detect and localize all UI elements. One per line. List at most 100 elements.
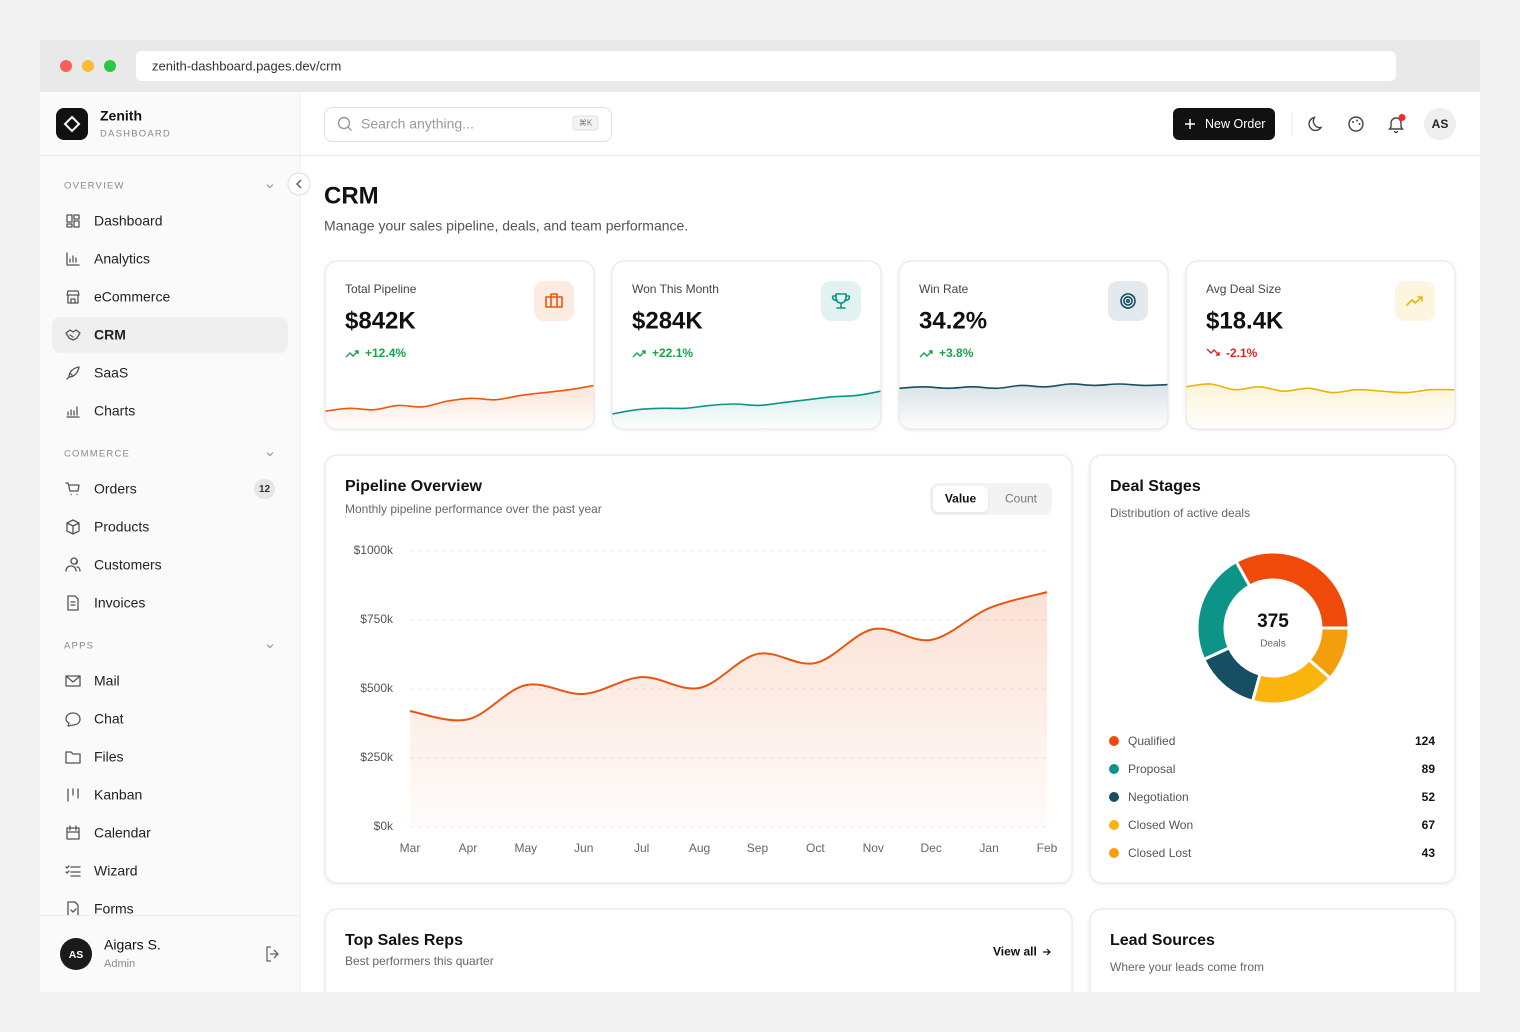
nav-label[interactable]: Chat: [94, 711, 124, 727]
x-tick-label: Dec: [921, 841, 942, 855]
trend-icon: [632, 350, 646, 358]
x-tick-label: Mar: [400, 841, 421, 855]
tab-label[interactable]: Count: [1005, 492, 1038, 506]
y-tick-label: $250k: [360, 750, 394, 764]
nav-icon: [67, 788, 79, 802]
nav-icon: [65, 482, 80, 496]
deal-stages-card: [1089, 454, 1456, 884]
nav-icon: [65, 751, 81, 764]
x-tick-label: Jul: [634, 841, 649, 855]
x-tick-label: Sep: [747, 841, 769, 855]
card-title: Deal Stages: [1110, 478, 1201, 495]
legend-value: 52: [1422, 790, 1436, 804]
kpi-icon-box: [1395, 281, 1435, 321]
tab-label[interactable]: Value: [945, 492, 977, 506]
new-order-button[interactable]: [1173, 108, 1275, 140]
x-tick-label: Feb: [1037, 841, 1058, 855]
card-title: Lead Sources: [1110, 932, 1215, 949]
card-subtitle: Where your leads come from: [1110, 960, 1264, 974]
nav-label[interactable]: Analytics: [94, 251, 150, 267]
user-name: Aigars S.: [104, 937, 161, 953]
nav-label[interactable]: Dashboard: [94, 213, 163, 229]
legend-label: Proposal: [1128, 762, 1175, 776]
section-chevron[interactable]: [266, 452, 274, 457]
kpi-label: Avg Deal Size: [1206, 282, 1281, 296]
nav-icon: [65, 329, 81, 341]
kpi-icon: [545, 293, 563, 308]
nav-label[interactable]: Customers: [94, 557, 162, 573]
trend-icon: [919, 350, 933, 358]
kpi-change: +12.4%: [365, 346, 406, 360]
tab-active[interactable]: [933, 486, 988, 512]
trend-icon: [1206, 348, 1220, 356]
kpi-value: $18.4K: [1206, 307, 1284, 334]
logout-icon[interactable]: [266, 946, 279, 962]
area: [410, 592, 1047, 827]
card-title: Pipeline Overview: [345, 478, 483, 495]
view-all-link[interactable]: View all: [993, 945, 1037, 959]
brand-logo-mark: [63, 115, 81, 133]
nav-label[interactable]: Orders: [94, 481, 137, 497]
nav-label[interactable]: Files: [94, 749, 124, 765]
header-avatar[interactable]: [1424, 108, 1456, 140]
x-tick-label: Apr: [459, 841, 478, 855]
close-dot[interactable]: [60, 60, 72, 72]
url-bar[interactable]: [136, 51, 1396, 81]
sidebar-nav: OVERVIEW Dashboard Analytics eCommerce CRM Sa…: [52, 181, 288, 917]
nav-label[interactable]: SaaS: [94, 365, 128, 381]
palette-button[interactable]: [1348, 116, 1364, 132]
legend-dot: [1109, 792, 1119, 802]
header-avatar-initials: AS: [1432, 117, 1449, 131]
x-tick-label: Jan: [979, 841, 998, 855]
user-avatar[interactable]: [60, 938, 92, 970]
palette-dot: [1356, 119, 1358, 122]
nav-label[interactable]: Products: [94, 519, 149, 535]
legend-dot: [1109, 736, 1119, 746]
y-tick-label: $500k: [360, 681, 394, 695]
theme-toggle[interactable]: [1308, 116, 1323, 132]
kpi-label: Won This Month: [632, 282, 719, 296]
nav-label[interactable]: Mail: [94, 673, 120, 689]
nav-label[interactable]: Forms: [94, 901, 134, 917]
search-icon: [347, 126, 352, 131]
search-placeholder: Search anything...: [361, 116, 474, 132]
card-subtitle: Best performers this quarter: [345, 954, 494, 968]
brand-logo[interactable]: [56, 108, 88, 140]
notification-dot: [1398, 114, 1406, 121]
sparkline-area: [612, 391, 881, 429]
nav-label[interactable]: eCommerce: [94, 289, 170, 305]
notifications-button[interactable]: [1388, 117, 1404, 134]
kpi-icon-box: [1108, 281, 1148, 321]
y-tick-label: $750k: [360, 612, 394, 626]
nav-icon: [65, 865, 81, 877]
nav-label[interactable]: Kanban: [94, 787, 142, 803]
donut-segment[interactable]: [1306, 626, 1351, 681]
line: [409, 591, 1048, 722]
donut-total: 375: [1257, 611, 1289, 632]
kpi-value: $842K: [345, 307, 416, 334]
nav-label[interactable]: Invoices: [94, 595, 145, 611]
section-chevron[interactable]: [266, 184, 274, 189]
maximize-dot[interactable]: [104, 60, 116, 72]
nav-icon: [67, 595, 79, 611]
nav-label[interactable]: Charts: [94, 403, 135, 419]
brand-name: Zenith: [100, 108, 142, 124]
nav-label[interactable]: Calendar: [94, 825, 151, 841]
minimize-dot[interactable]: [82, 60, 94, 72]
x-tick-label: Jun: [574, 841, 593, 855]
x-tick-label: May: [514, 841, 537, 855]
kpi-icon: [831, 293, 851, 309]
nav-label[interactable]: CRM: [94, 327, 126, 343]
nav-icon: [66, 290, 80, 304]
section-chevron[interactable]: [266, 644, 274, 649]
kpi-value: 34.2%: [919, 307, 987, 334]
deal-stages-chart: Qualified 124 Proposal 89 Negotiation 52 Close…: [1109, 550, 1436, 860]
x-tick-label: Nov: [863, 841, 884, 855]
shortcut-key: [572, 115, 599, 131]
search-box[interactable]: [324, 107, 612, 142]
nav-label[interactable]: Wizard: [94, 863, 138, 879]
nav-icon: [65, 557, 81, 572]
collapse-button[interactable]: [287, 172, 311, 196]
